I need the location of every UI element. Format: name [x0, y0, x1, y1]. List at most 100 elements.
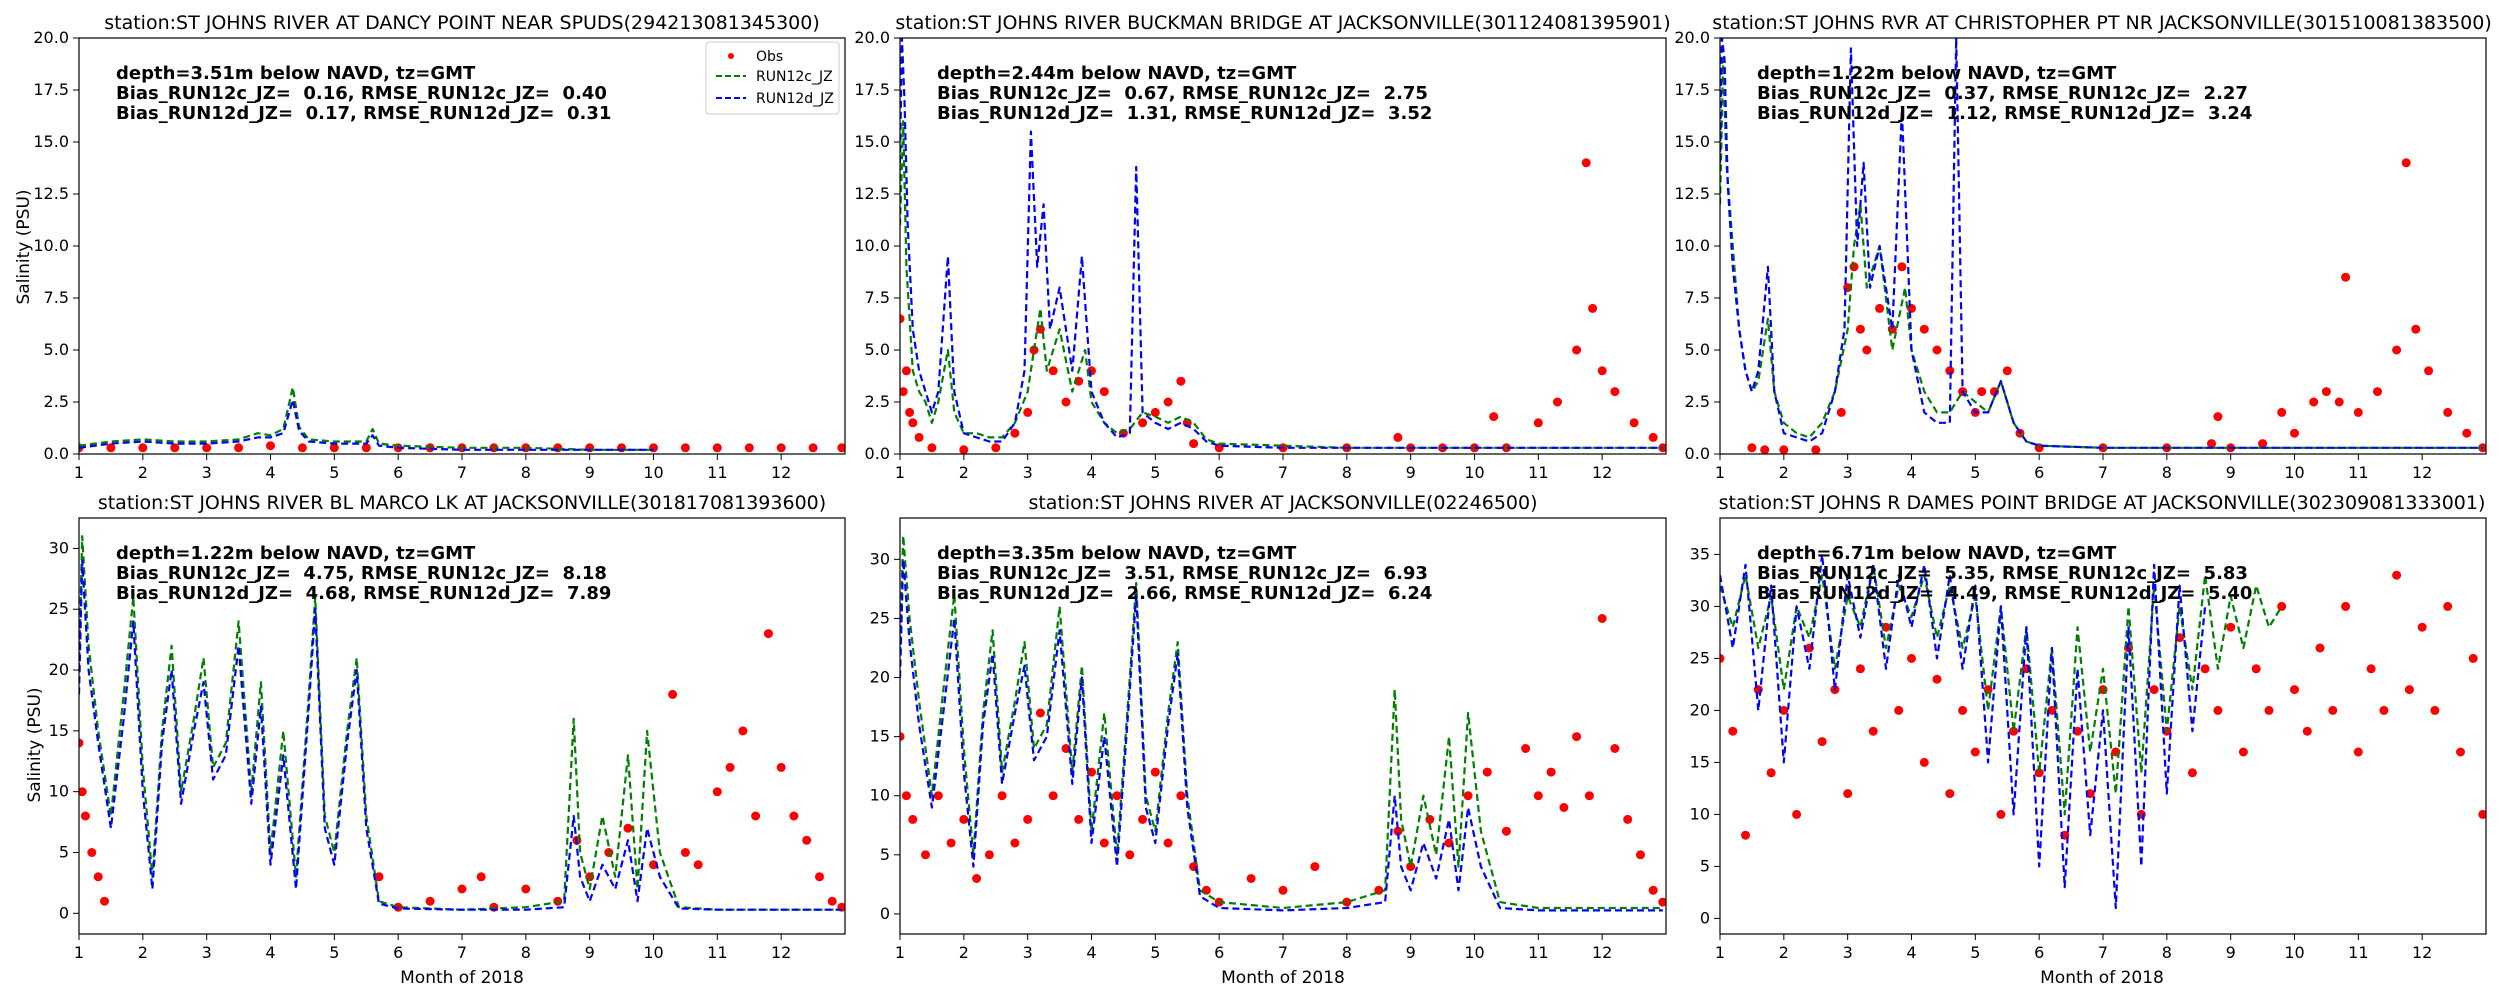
- obs-point: [763, 629, 773, 639]
- obs-point: [2149, 685, 2159, 695]
- obs-point: [1553, 397, 1562, 407]
- obs-point: [2321, 387, 2331, 397]
- obs-point: [1035, 708, 1045, 718]
- obs-point: [2238, 747, 2248, 757]
- y-axis: 0 5 10 15 20 25 30: [870, 549, 900, 923]
- obs-point: [2411, 324, 2421, 334]
- x-tick-label: 6: [393, 943, 403, 962]
- x-tick-label: 8: [1342, 943, 1352, 962]
- obs-point: [1977, 387, 1987, 397]
- obs-point: [1932, 674, 1942, 684]
- obs-point: [738, 726, 748, 736]
- obs-point: [900, 387, 908, 397]
- obs-point: [1868, 726, 1878, 736]
- obs-point: [789, 811, 799, 821]
- x-tick-label: 1: [1715, 943, 1725, 962]
- x-tick-label: 6: [2034, 943, 2044, 962]
- x-tick-label: 2: [959, 943, 969, 962]
- obs-point: [959, 814, 969, 824]
- obs-point: [138, 443, 148, 453]
- x-tick-label: 11: [707, 463, 727, 482]
- obs-point: [649, 443, 658, 453]
- obs-point: [2213, 705, 2223, 715]
- obs-point: [2034, 768, 2044, 778]
- y-tick-label: 2.5: [1685, 392, 1710, 411]
- obs-point: [725, 762, 735, 772]
- stats-annotation: depth=1.22m below NAVD, tz=GMT Bias_RUN1…: [1757, 63, 2252, 124]
- series-run12c-jz: [1720, 57, 2483, 449]
- obs-point: [202, 443, 212, 453]
- obs-point: [2401, 158, 2411, 168]
- obs-point: [1792, 809, 1802, 819]
- obs-point: [106, 443, 116, 453]
- obs-point: [1779, 705, 1789, 715]
- panel-title: station:ST JOHNS RIVER BL MARCO LK AT JA…: [98, 492, 826, 514]
- obs-point: [1588, 303, 1598, 313]
- obs-point: [1150, 767, 1160, 777]
- x-tick-label: 7: [1278, 463, 1288, 482]
- obs-point: [585, 443, 595, 453]
- y-tick-label: 15: [870, 727, 890, 746]
- obs-point: [1546, 767, 1556, 777]
- obs-point: [1658, 897, 1666, 907]
- y-tick-label: 12.5: [33, 184, 69, 203]
- y-tick-label: 10.0: [1674, 236, 1710, 255]
- annotation-line: Bias_RUN12c_JZ= 0.37, RMSE_RUN12c_JZ= 2.…: [1757, 83, 2248, 104]
- obs-point: [2251, 664, 2261, 674]
- data-layer: [1720, 38, 2486, 454]
- obs-point: [1996, 809, 2006, 819]
- obs-point: [604, 848, 614, 857]
- obs-point: [1163, 397, 1173, 407]
- obs-point: [2478, 809, 2486, 819]
- x-tick-label: 9: [1406, 463, 1416, 482]
- x-tick-label: 3: [1843, 943, 1853, 962]
- y-axis: 0.0 2.5 5.0 7.5 10.0 12.5 15.0 17.5 20.0: [854, 28, 900, 463]
- obs-point: [2187, 768, 2197, 778]
- obs-point: [2309, 397, 2319, 407]
- obs-point: [1310, 862, 1320, 872]
- x-tick-label: 1: [74, 463, 84, 482]
- series-run12c-jz: [900, 120, 1663, 449]
- x-tick-label: 12: [2412, 463, 2432, 482]
- y-tick-label: 0.0: [865, 444, 890, 463]
- y-tick-label: 35: [1690, 544, 1710, 563]
- series-line-run12d-jz: [79, 559, 842, 911]
- obs-point: [1176, 791, 1186, 801]
- x-tick-label: 10: [643, 463, 663, 482]
- x-tick-label: 6: [1214, 943, 1224, 962]
- y-tick-label: 17.5: [33, 80, 69, 99]
- obs-point: [1061, 397, 1071, 407]
- y-tick-label: 10.0: [33, 236, 69, 255]
- x-axis: 1 2 3 4 5 6 7 8 9 10 11 12: [1715, 934, 2432, 962]
- y-tick-label: 7.5: [865, 288, 890, 307]
- obs-point: [1919, 324, 1929, 334]
- ylabel: Salinity (PSU): [25, 687, 45, 802]
- obs-point: [908, 814, 918, 824]
- panel-buckman-bridge: 1 2 3 4 5 6 7 8 9 10 11 120.02.55.07.510.012.515.01…: [854, 12, 1670, 482]
- obs-point: [2226, 622, 2236, 632]
- x-tick-label: 7: [2098, 943, 2108, 962]
- x-tick-label: 11: [2348, 943, 2368, 962]
- obs-point: [712, 787, 722, 797]
- obs-point: [2341, 272, 2351, 282]
- legend-entry-run12d: RUN12d_JZ: [756, 91, 834, 107]
- obs-point: [1747, 443, 1757, 453]
- xlabel: Month of 2018: [400, 968, 524, 988]
- obs-point: [1597, 366, 1607, 376]
- series-run12c-jz: [900, 534, 1663, 910]
- obs-point: [1138, 814, 1148, 824]
- x-tick-label: 8: [521, 463, 531, 482]
- y-tick-label: 5: [880, 845, 890, 864]
- y-tick-label: 0: [59, 903, 69, 922]
- plot-area: 1 2 3 4 5 6 7 8 9 10 11 120.02.55.07.510.012.515.01…: [854, 28, 1667, 482]
- obs-point: [1811, 445, 1821, 454]
- obs-point: [2404, 685, 2414, 695]
- y-axis: 0 5 10 15 20 25 30 35: [1690, 544, 1720, 927]
- y-tick-label: 2.5: [44, 392, 69, 411]
- data-layer: [79, 535, 845, 912]
- obs-point: [1623, 814, 1633, 824]
- obs-point: [1406, 862, 1416, 872]
- y-tick-label: 17.5: [854, 80, 890, 99]
- y-tick-label: 5.0: [865, 340, 890, 359]
